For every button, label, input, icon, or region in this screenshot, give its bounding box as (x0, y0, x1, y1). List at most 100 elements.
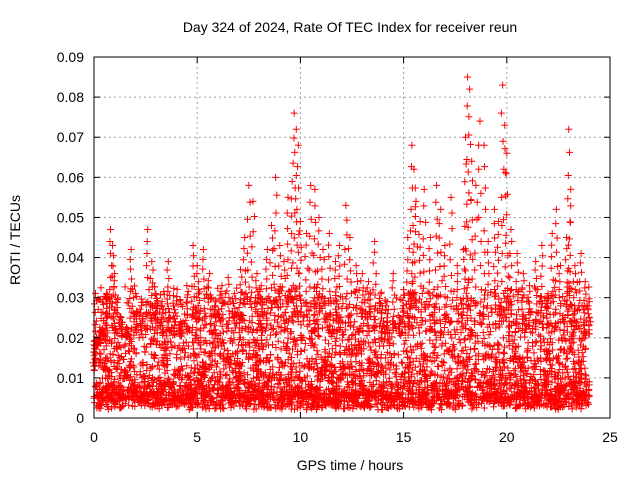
data-point-band (294, 382, 302, 390)
data-point-band (445, 371, 453, 379)
data-point-band (342, 295, 350, 303)
data-point-streak (475, 165, 483, 173)
data-point-streak (175, 323, 183, 331)
data-point-streak (293, 241, 301, 249)
data-point-streak (273, 191, 281, 199)
data-point-streak (127, 265, 135, 273)
data-point-band (537, 400, 545, 408)
data-point-band (141, 348, 149, 356)
data-point-band (490, 403, 498, 411)
data-point-band (366, 289, 374, 297)
data-point-band (326, 368, 334, 376)
data-point-streak (466, 306, 474, 314)
data-point-streak (283, 271, 291, 279)
data-point-band (537, 337, 545, 345)
data-point-band (269, 363, 277, 371)
data-point-band (485, 331, 493, 339)
data-point-band (287, 399, 295, 407)
data-point-band (95, 386, 103, 394)
data-point-band (449, 347, 457, 355)
data-point-band (386, 359, 394, 367)
data-point-streak (476, 262, 484, 270)
data-point-band (110, 389, 118, 397)
data-point (371, 238, 379, 246)
data-point-band (350, 402, 358, 410)
data-point-band (174, 372, 182, 380)
data-point (290, 109, 298, 117)
data-point-band (545, 395, 553, 403)
data-point-band (111, 403, 119, 411)
data-point-band (506, 354, 514, 362)
data-point-band (558, 336, 566, 344)
data-point-band (404, 354, 412, 362)
data-point-band (551, 373, 559, 381)
data-point-band (324, 353, 332, 361)
data-point-band (143, 361, 151, 369)
data-point-streak (194, 310, 202, 318)
data-point-band (318, 404, 326, 412)
data-point (245, 181, 253, 189)
data-point-band (556, 359, 564, 367)
data-point-band (365, 396, 373, 404)
data-point-band (137, 360, 145, 368)
data-point-streak (271, 227, 279, 235)
data-point-streak (218, 322, 226, 330)
data-point-band (201, 321, 209, 329)
data-point-band (231, 384, 239, 392)
data-point-streak (481, 184, 489, 192)
data-point-band (478, 320, 486, 328)
data-point-band (220, 365, 228, 373)
data-point-band (328, 333, 336, 341)
data-point-streak (365, 303, 373, 311)
data-point-band (143, 366, 151, 374)
data-point (307, 181, 315, 189)
data-point-band (451, 405, 459, 413)
data-point-band (160, 397, 168, 405)
data-point-streak (290, 299, 298, 307)
data-point-band (394, 351, 402, 359)
data-point-streak (195, 286, 203, 294)
data-point-band (422, 391, 430, 399)
data-point-streak (404, 311, 412, 319)
data-point-band (383, 379, 391, 387)
data-point-streak (420, 202, 428, 210)
data-point-band (133, 371, 141, 379)
data-point-band (296, 403, 304, 411)
data-point-streak (341, 260, 349, 268)
data-point-band (474, 337, 482, 345)
data-point-band (574, 391, 582, 399)
data-point-band (174, 388, 182, 396)
data-point-streak (238, 273, 246, 281)
data-point-streak (246, 232, 254, 240)
data-point-band (490, 385, 498, 393)
data-point-band (267, 386, 275, 394)
data-point-band (488, 308, 496, 316)
data-point-streak (435, 220, 443, 228)
data-point-band (253, 339, 261, 347)
data-point-streak (383, 330, 391, 338)
data-point-streak (184, 287, 192, 295)
data-point-band (286, 288, 294, 296)
data-point-streak (199, 265, 207, 273)
data-point-streak (237, 296, 245, 304)
data-point-band (345, 384, 353, 392)
data-point-band (503, 380, 511, 388)
data-point-band (301, 346, 309, 354)
data-point-band (163, 332, 171, 340)
data-point-band (117, 343, 125, 351)
data-point-band (456, 339, 464, 347)
data-point-band (232, 375, 240, 383)
data-point-streak (411, 288, 419, 296)
data-point-band (292, 368, 300, 376)
data-point-band (209, 373, 217, 381)
data-point-streak (312, 317, 320, 325)
data-point-band (285, 390, 293, 398)
data-point-band (194, 361, 202, 369)
data-point-band (257, 371, 265, 379)
data-point-band (415, 381, 423, 389)
data-point-band (499, 348, 507, 356)
data-point-band (426, 404, 434, 412)
data-point-streak (157, 302, 165, 310)
data-point-streak (316, 254, 324, 262)
data-point-streak (242, 289, 250, 297)
